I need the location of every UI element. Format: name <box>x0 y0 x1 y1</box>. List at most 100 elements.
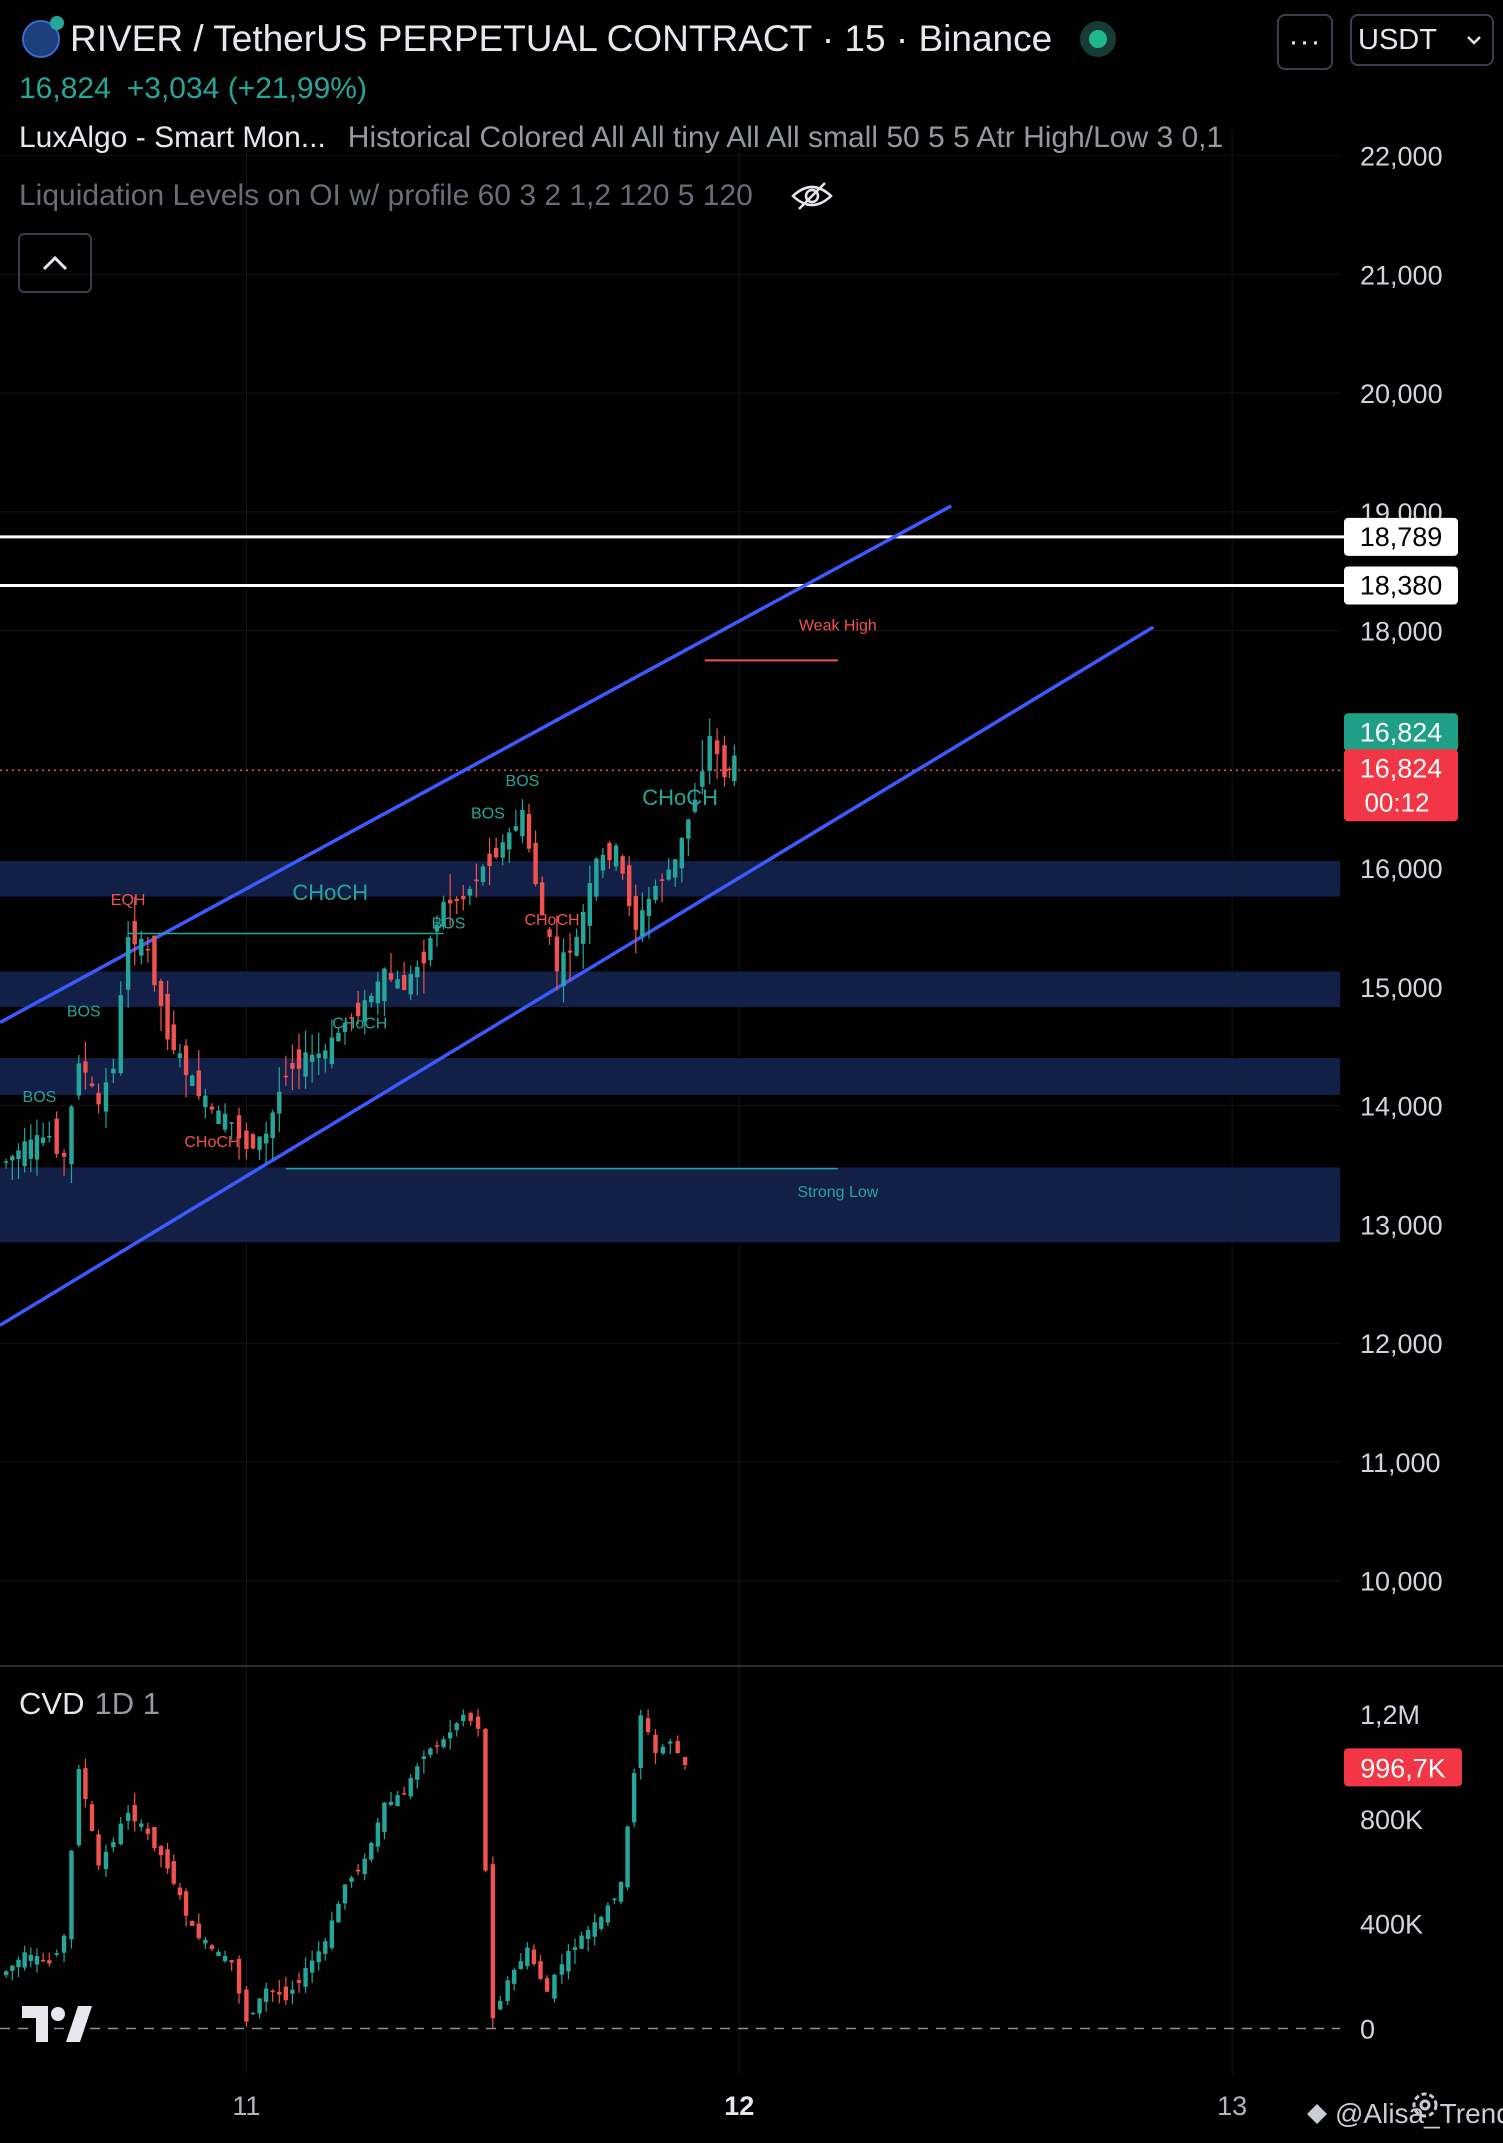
candle <box>620 856 625 874</box>
cvd-candle <box>40 1960 46 1962</box>
cvd-candle <box>132 1804 137 1822</box>
candle <box>640 910 645 937</box>
settings-gear-icon[interactable] <box>1408 2088 1442 2122</box>
author-watermark: @Alisa_Trend <box>1305 2098 1503 2130</box>
cvd-candle <box>47 1960 52 1964</box>
cvd-candle <box>428 1748 433 1755</box>
candle <box>493 847 499 858</box>
price-label-box <box>1344 517 1458 556</box>
price-tick-label: 21,000 <box>1360 260 1443 290</box>
structure-label: Weak High <box>799 618 877 635</box>
chevron-up-icon <box>42 255 68 271</box>
currency-select[interactable]: USDT <box>1350 14 1494 66</box>
candle <box>474 879 479 882</box>
liquidity-zone <box>0 1167 1340 1243</box>
candle <box>190 1075 195 1086</box>
cvd-candle <box>454 1723 459 1731</box>
cvd-candle <box>638 1715 643 1768</box>
cvd-candle <box>483 1729 488 1871</box>
candle <box>554 936 560 972</box>
cvd-candle <box>329 1920 335 1948</box>
cvd-tick-label: 1,2M <box>1360 1700 1420 1730</box>
more-button[interactable]: ··· <box>1277 14 1333 70</box>
cvd-candle <box>277 1991 282 1995</box>
cvd-candle <box>54 1953 59 1955</box>
structure-label: Strong Low <box>797 1184 878 1201</box>
channel-line-lower <box>0 625 1155 1327</box>
candle <box>653 885 658 900</box>
parallel-channel[interactable] <box>0 504 1155 1327</box>
price-tick-label: 22,000 <box>1360 142 1443 172</box>
cvd-candle <box>572 1947 578 1951</box>
candle <box>574 936 579 956</box>
candle <box>613 845 619 867</box>
candle <box>507 832 512 850</box>
candle <box>177 1053 183 1059</box>
cvd-candle <box>209 1945 215 1949</box>
cvd-candle <box>76 1769 82 1846</box>
candle <box>244 1130 249 1150</box>
candle <box>526 813 532 849</box>
liquidity-zone <box>0 1058 1340 1095</box>
symbol-logo-icon <box>22 16 64 58</box>
candle <box>362 1000 367 1022</box>
candle <box>203 1095 208 1108</box>
cvd-candle <box>675 1741 680 1754</box>
cvd-candle <box>668 1741 673 1744</box>
cvd-last-box <box>1344 1748 1462 1787</box>
candle <box>714 740 720 755</box>
cvd-candle <box>653 1734 658 1753</box>
cvd-args: 1D 1 <box>94 1686 160 1721</box>
cvd-candle <box>183 1891 189 1916</box>
cvd-candle <box>434 1745 440 1747</box>
structure-label: BOS <box>67 1004 101 1021</box>
candle <box>76 1063 82 1096</box>
price-label-text: 18,789 <box>1360 522 1443 552</box>
indicator-legend-2[interactable]: Liquidation Levels on OI w/ profile 60 3… <box>19 179 833 213</box>
candle <box>216 1110 221 1124</box>
structure-label: CHoCH <box>292 880 368 905</box>
candle <box>209 1106 215 1110</box>
symbol-title-text: RIVER / TetherUS PERPETUAL CONTRACT · 15… <box>70 18 1053 59</box>
price-label-text: 18,380 <box>1360 571 1443 601</box>
cvd-candle <box>158 1846 164 1856</box>
watermark-logo-icon <box>1307 2104 1327 2124</box>
candle <box>165 993 170 1040</box>
price-label-text: 16,824 <box>1360 717 1443 747</box>
cvd-candle <box>645 1718 651 1733</box>
cvd-candle <box>118 1823 123 1845</box>
candle <box>111 1068 116 1074</box>
candle <box>152 935 157 986</box>
candle <box>487 853 492 866</box>
candle <box>83 1061 88 1073</box>
indicator-name: Liquidation Levels on OI w/ profile <box>19 179 470 212</box>
eye-off-icon[interactable] <box>791 181 833 211</box>
candle <box>673 859 678 878</box>
candle <box>600 854 606 871</box>
symbol-title[interactable]: RIVER / TetherUS PERPETUAL CONTRACT · 15… <box>22 16 1117 60</box>
price-labels: 18,789 18,380 16,824 16,824 00:12 996,7K <box>1344 517 1462 1787</box>
candle <box>355 1002 361 1017</box>
indicator-legend-1[interactable]: LuxAlgo - Smart Mon... Historical Colore… <box>19 121 1223 155</box>
cvd-candle <box>283 1986 289 2001</box>
cvd-candle <box>165 1849 170 1869</box>
candle <box>408 973 413 995</box>
price-label-box <box>1344 566 1458 605</box>
price-label-box <box>1344 749 1458 822</box>
structure-label: BOS <box>23 1089 57 1106</box>
time-tick-label: 13 <box>1217 2091 1247 2121</box>
structure-label: EQH <box>111 892 146 909</box>
cvd-candle <box>3 1971 9 1976</box>
candle <box>692 799 698 812</box>
candle <box>480 866 486 882</box>
candle <box>10 1156 15 1161</box>
candle <box>722 745 727 778</box>
cvd-candle <box>631 1772 637 1823</box>
collapse-legend-button[interactable] <box>18 233 92 293</box>
candle <box>118 995 123 1074</box>
candle <box>633 895 638 930</box>
cvd-candle <box>152 1826 157 1849</box>
tradingview-logo-icon <box>22 2006 92 2042</box>
cvd-legend[interactable]: CVD 1D 1 <box>19 1686 160 1722</box>
